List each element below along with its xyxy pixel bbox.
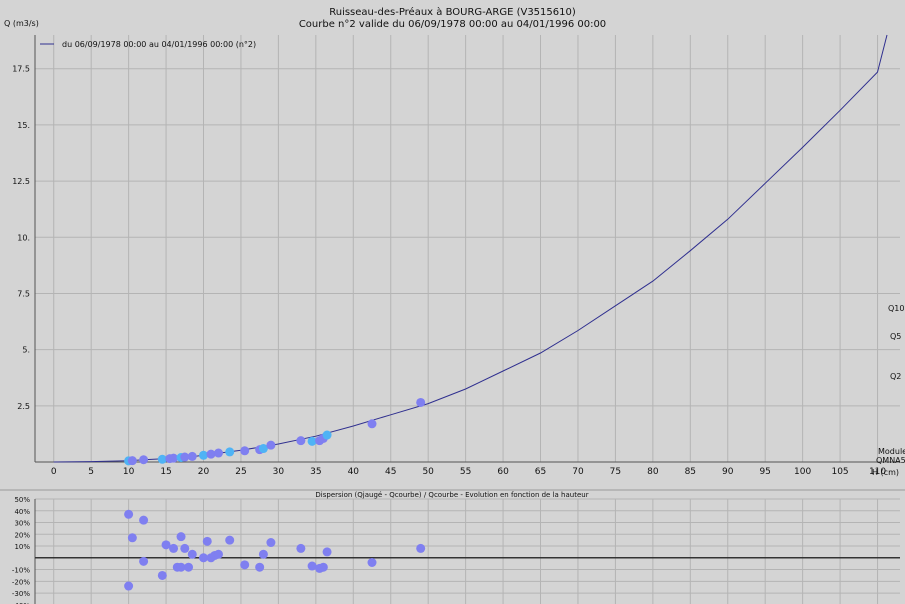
dispersion-point	[124, 581, 134, 591]
dispersion-y-tick-label: 30%	[14, 520, 30, 528]
gauging-point	[307, 436, 317, 446]
legend-label: du 06/09/1978 00:00 au 04/01/1996 00:00 …	[62, 40, 256, 49]
dispersion-point	[176, 562, 186, 572]
x-tick-label: 5	[88, 467, 94, 477]
x-tick-label: 25	[235, 467, 246, 477]
gauging-point	[206, 449, 216, 459]
x-tick-label: 55	[460, 467, 471, 477]
dispersion-point	[199, 553, 209, 563]
gauging-point	[367, 419, 377, 429]
dispersion-point	[161, 540, 171, 550]
x-tick-label: 110	[869, 467, 886, 477]
y-tick-label: 7.5	[17, 289, 30, 298]
x-tick-label: 85	[685, 467, 696, 477]
x-axis-label: H (cm)	[872, 468, 899, 477]
dispersion-point	[318, 562, 328, 572]
rating-curve-line	[53, 34, 888, 463]
y-tick-label: 15.	[17, 121, 30, 130]
dispersion-point	[124, 509, 134, 519]
x-tick-label: 100	[794, 467, 811, 477]
y-tick-label: 2.5	[17, 402, 30, 411]
dispersion-point	[184, 562, 194, 572]
dispersion-point	[176, 532, 186, 542]
dispersion-y-tick-label: 50%	[14, 496, 30, 504]
dispersion-y-tick-label: -40%	[12, 602, 30, 604]
gauging-point	[139, 455, 149, 465]
dispersion-point	[202, 536, 212, 546]
y-tick-label: 10.	[17, 233, 30, 242]
dispersion-point	[258, 549, 268, 559]
dispersion-y-tick-label: 20%	[14, 531, 30, 539]
gauging-point	[127, 456, 137, 466]
dispersion-point	[139, 515, 149, 525]
x-tick-label: 80	[647, 467, 659, 477]
dispersion-point	[127, 533, 137, 543]
gauging-point	[157, 454, 167, 464]
q5-label: Q5	[890, 332, 901, 341]
dispersion-title: Dispersion (Qjaugé - Qcourbe) / Qcourbe …	[315, 491, 588, 499]
dispersion-point	[416, 543, 426, 553]
dispersion-point	[139, 556, 149, 566]
dispersion-point	[240, 560, 250, 570]
dispersion-point	[255, 562, 265, 572]
dispersion-y-tick-label: -20%	[12, 578, 30, 586]
dispersion-point	[213, 549, 223, 559]
gauging-point	[225, 447, 235, 457]
gauging-point	[213, 448, 223, 458]
x-tick-label: 15	[160, 467, 171, 477]
dispersion-point	[307, 561, 317, 571]
dispersion-y-tick-label: -10%	[12, 567, 30, 575]
gauging-point	[187, 451, 197, 461]
x-tick-label: 35	[310, 467, 321, 477]
q2-label: Q2	[890, 372, 901, 381]
x-tick-label: 65	[535, 467, 546, 477]
x-tick-label: 10	[123, 467, 135, 477]
dispersion-point	[266, 538, 276, 548]
x-tick-label: 60	[497, 467, 509, 477]
x-tick-label: 105	[831, 467, 848, 477]
chart-subtitle: Courbe n°2 valide du 06/09/1978 00:00 au…	[298, 19, 607, 30]
gauging-point	[266, 440, 276, 450]
q10-label: Q10	[888, 304, 904, 313]
module-label: Module	[878, 447, 905, 456]
dispersion-point	[169, 543, 179, 553]
chart-title: Ruisseau-des-Préaux à BOURG-ARGE (V35156…	[329, 7, 576, 18]
x-tick-label: 50	[422, 467, 434, 477]
gauging-point	[180, 452, 190, 462]
x-tick-label: 70	[572, 467, 584, 477]
x-tick-label: 45	[385, 467, 396, 477]
gauging-point	[322, 430, 332, 440]
dispersion-point	[367, 558, 377, 568]
gauging-point	[258, 444, 268, 454]
gauging-point	[296, 436, 306, 446]
y-tick-label: 17.5	[12, 65, 30, 74]
x-tick-label: 75	[610, 467, 621, 477]
dispersion-point	[187, 549, 197, 559]
gauging-point	[240, 446, 250, 456]
dispersion-y-tick-label: 40%	[14, 508, 30, 516]
y-tick-label: 12.5	[12, 177, 30, 186]
gauging-point	[199, 450, 209, 460]
gauging-point	[169, 453, 179, 463]
x-tick-label: 20	[198, 467, 210, 477]
x-tick-label: 90	[722, 467, 734, 477]
dispersion-point	[157, 570, 167, 580]
y-tick-label: 5.	[22, 346, 30, 355]
dispersion-y-tick-label: 10%	[14, 543, 30, 551]
gauging-point	[416, 397, 426, 407]
dispersion-point	[225, 535, 235, 545]
qmna5-label: QMNA5	[876, 456, 905, 465]
x-tick-label: 30	[273, 467, 285, 477]
dispersion-y-tick-label: -30%	[12, 590, 30, 598]
x-tick-label: 40	[348, 467, 360, 477]
dispersion-point	[180, 543, 190, 553]
dispersion-point	[322, 547, 332, 557]
dispersion-point	[296, 543, 306, 553]
x-tick-label: 0	[51, 467, 57, 477]
y-axis-label: Q (m3/s)	[4, 19, 39, 28]
x-tick-label: 95	[759, 467, 770, 477]
